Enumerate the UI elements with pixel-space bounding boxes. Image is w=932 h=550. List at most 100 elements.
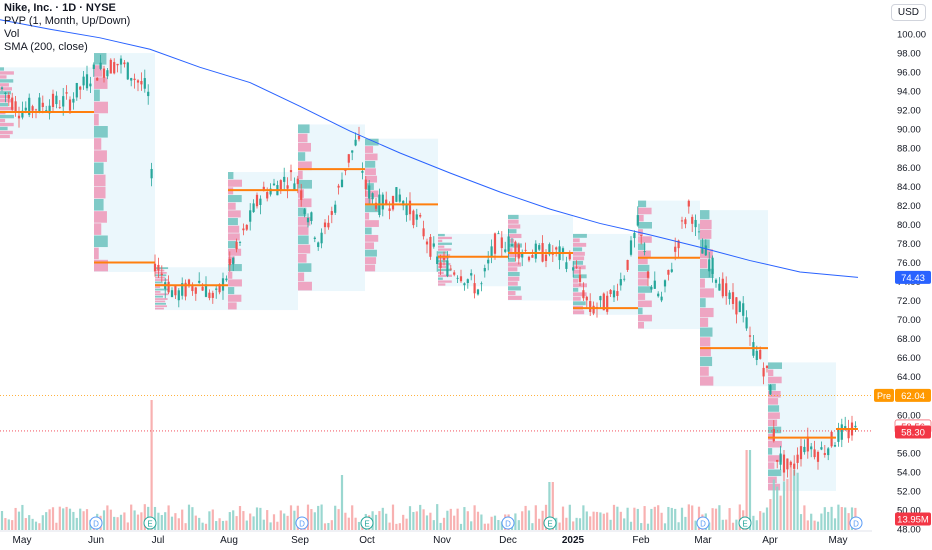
volume-profile-row — [508, 252, 522, 258]
volume-profile-row — [508, 233, 522, 239]
volume-bar — [595, 511, 599, 530]
volume-bar — [609, 519, 612, 530]
volume-profile-row — [155, 295, 163, 298]
candle-body — [697, 231, 701, 233]
volume-profile-row — [298, 179, 312, 189]
currency-button[interactable]: USD — [890, 4, 926, 21]
indicator-pvp[interactable]: PVP (1, Month, Up/Down) — [4, 15, 131, 27]
volume-bar — [619, 511, 622, 530]
poc-lines — [0, 111, 858, 439]
volume-bar — [459, 523, 463, 530]
volume-bar — [28, 515, 31, 530]
volume-bar — [633, 507, 636, 530]
volume-bar — [293, 510, 296, 530]
volume-profile-row — [438, 245, 445, 248]
volume-profile-row — [94, 126, 108, 138]
volume-bar — [187, 504, 191, 530]
volume-profile-box — [0, 67, 94, 139]
price-tag-bg — [895, 388, 931, 402]
candle-body — [405, 203, 408, 216]
volume-profile-row — [365, 227, 372, 235]
volume-bar — [4, 518, 7, 530]
symbol-title[interactable]: Nike, Inc. · 1D · NYSE — [4, 2, 116, 14]
volume-profile-row — [298, 170, 303, 180]
volume-bar — [548, 482, 551, 530]
price-tick-label: 72.00 — [897, 296, 921, 307]
volume-bar — [34, 521, 38, 530]
candle-body — [497, 233, 500, 235]
volume-profile-layer — [0, 53, 836, 491]
dividend-marker-label: D — [853, 520, 859, 529]
volume-bar — [544, 504, 548, 530]
candle-body — [684, 219, 687, 225]
candle-body — [789, 461, 792, 466]
candle-body — [184, 282, 187, 297]
volume-bar — [531, 523, 534, 530]
candle-body — [119, 58, 123, 65]
volume-bar — [109, 509, 112, 530]
volume-profile-row — [508, 257, 516, 262]
volume-profile-row — [638, 257, 648, 265]
volume-profile-row — [0, 71, 14, 75]
price-tick-label: 92.00 — [897, 106, 921, 117]
candle-body — [694, 219, 697, 228]
candle-body — [391, 195, 395, 210]
earnings-marker — [143, 516, 157, 530]
volume-bar — [402, 514, 405, 530]
candle-body — [626, 259, 629, 270]
volume-bar — [425, 515, 429, 530]
volume-bar — [731, 522, 735, 530]
candle-body — [755, 350, 758, 360]
volume-bar — [833, 518, 837, 530]
volume-bar — [340, 475, 344, 530]
candle-body — [232, 257, 235, 265]
volume-profile-row — [0, 99, 13, 103]
volume-profile-row — [508, 229, 517, 234]
candle-body — [487, 259, 490, 264]
volume-bar — [276, 521, 279, 530]
volume-bar — [419, 504, 422, 530]
volume-bar — [242, 511, 245, 530]
volume-bar — [456, 508, 459, 530]
candle-body — [317, 242, 320, 247]
volume-bar — [473, 505, 476, 530]
candle-body — [674, 246, 677, 252]
volume-profile-row — [768, 376, 782, 384]
volume-bar — [106, 505, 109, 530]
indicator-sma[interactable]: SMA (200, close) — [4, 41, 88, 53]
volume-bar — [337, 509, 340, 530]
volume-profile-row — [298, 235, 309, 245]
volume-bar — [793, 469, 796, 530]
volume-bar — [646, 523, 650, 530]
volume-profile-row — [638, 222, 652, 229]
volume-bar — [738, 504, 741, 530]
volume-profile-row — [700, 229, 712, 239]
price-tag-text: 58.30 — [901, 427, 925, 438]
candle-body — [786, 458, 789, 470]
candle-body — [629, 240, 633, 255]
volume-profile-box — [438, 233, 508, 287]
volume-bar — [259, 507, 262, 530]
volume-profile-row — [298, 161, 312, 171]
volume-bar — [174, 513, 177, 530]
candle-body — [330, 211, 333, 215]
candle-body — [371, 193, 374, 200]
price-tick-label: 48.00 — [897, 525, 921, 536]
indicator-vol[interactable]: Vol — [4, 28, 20, 40]
volume-bar — [374, 514, 378, 530]
candle-body — [837, 427, 840, 442]
candle-body — [466, 279, 469, 284]
volume-bar — [405, 518, 408, 530]
volume-bar — [381, 507, 384, 530]
volume-bar — [116, 517, 119, 530]
candle-body — [347, 154, 350, 163]
candle-body — [810, 446, 813, 450]
candle-body — [776, 459, 779, 462]
volume-bar — [653, 506, 656, 530]
volume-profile-row — [0, 106, 14, 111]
volume-bar — [748, 450, 752, 530]
candle-body — [561, 248, 565, 254]
volume-bar — [181, 509, 184, 530]
volume-bar — [228, 512, 231, 530]
